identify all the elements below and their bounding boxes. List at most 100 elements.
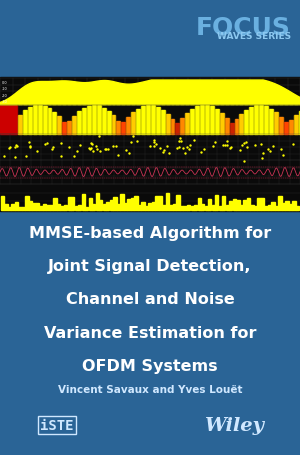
Point xyxy=(147,142,152,150)
Point xyxy=(93,143,98,150)
Point xyxy=(8,145,13,152)
Bar xyxy=(33,106,37,135)
Bar xyxy=(25,197,29,210)
Point xyxy=(90,148,95,155)
Bar xyxy=(190,110,194,135)
Text: MMSE-based Algorithm for: MMSE-based Algorithm for xyxy=(29,225,271,240)
Point xyxy=(202,146,207,153)
Point xyxy=(12,144,17,152)
Point xyxy=(49,147,54,154)
Point xyxy=(224,138,229,145)
Bar xyxy=(257,198,261,210)
Bar xyxy=(127,200,130,210)
Bar xyxy=(18,116,22,135)
Bar xyxy=(4,205,8,210)
Bar xyxy=(52,113,56,135)
Bar xyxy=(72,116,76,135)
Bar xyxy=(43,106,46,135)
Bar xyxy=(74,207,78,210)
Point xyxy=(27,143,32,150)
Bar xyxy=(271,203,275,210)
Bar xyxy=(155,197,159,210)
Bar xyxy=(173,204,176,210)
Bar xyxy=(36,203,39,210)
Point xyxy=(14,143,19,151)
Point xyxy=(34,147,39,155)
Point xyxy=(259,155,264,162)
Bar xyxy=(0,77,300,212)
Point xyxy=(151,140,156,147)
Bar xyxy=(292,202,296,210)
Point xyxy=(24,153,29,161)
Bar xyxy=(180,206,183,210)
Point xyxy=(185,144,190,152)
Point xyxy=(223,142,227,150)
Bar xyxy=(88,198,92,210)
Bar xyxy=(57,117,61,135)
Bar xyxy=(99,201,102,210)
Bar xyxy=(161,111,165,135)
Bar xyxy=(151,106,155,135)
Bar xyxy=(176,196,180,210)
Point xyxy=(160,149,165,157)
Point xyxy=(259,141,264,148)
Text: WAVES SERIES: WAVES SERIES xyxy=(217,32,291,41)
Bar xyxy=(210,107,214,135)
Point xyxy=(187,147,192,154)
Point xyxy=(28,144,33,152)
Point xyxy=(174,145,179,152)
Point xyxy=(181,146,185,153)
Point xyxy=(228,144,233,151)
Bar xyxy=(243,200,247,210)
Point xyxy=(152,136,156,144)
Text: FOCUS: FOCUS xyxy=(196,16,291,40)
Bar xyxy=(97,106,101,135)
Bar xyxy=(282,203,285,210)
Bar xyxy=(50,206,53,210)
Bar xyxy=(0,106,16,135)
Bar xyxy=(268,206,271,210)
Point xyxy=(242,140,246,147)
Point xyxy=(213,139,218,147)
Bar xyxy=(166,193,169,210)
Point xyxy=(167,150,172,157)
Bar xyxy=(212,205,215,210)
Bar xyxy=(289,205,292,210)
Bar xyxy=(71,197,74,210)
Point xyxy=(123,147,128,154)
Bar xyxy=(103,205,106,210)
Bar xyxy=(22,207,25,210)
Point xyxy=(268,148,272,155)
Bar xyxy=(205,106,209,135)
Point xyxy=(164,143,169,150)
Bar xyxy=(220,114,224,135)
Point xyxy=(116,152,121,159)
Point xyxy=(94,147,99,154)
Point xyxy=(188,142,193,150)
Bar xyxy=(195,107,199,135)
Text: Channel and Noise: Channel and Noise xyxy=(66,292,234,307)
Bar xyxy=(138,206,141,210)
Text: Variance Estimation for: Variance Estimation for xyxy=(44,325,256,340)
Bar xyxy=(197,198,201,210)
Bar xyxy=(233,200,236,210)
Bar xyxy=(235,120,239,135)
Point xyxy=(27,139,32,147)
Bar xyxy=(141,202,145,210)
Bar xyxy=(159,196,162,210)
Point xyxy=(90,141,94,148)
Bar xyxy=(269,109,273,135)
Point xyxy=(244,144,249,152)
Bar xyxy=(96,193,99,210)
Point xyxy=(162,147,167,154)
Point xyxy=(154,141,159,148)
Bar xyxy=(148,204,152,210)
Bar xyxy=(38,106,42,135)
Point xyxy=(2,152,7,160)
Bar xyxy=(190,207,194,210)
Point xyxy=(177,135,182,142)
Point xyxy=(72,153,76,160)
Point xyxy=(42,141,47,148)
Point xyxy=(88,146,92,153)
Bar xyxy=(85,207,88,210)
